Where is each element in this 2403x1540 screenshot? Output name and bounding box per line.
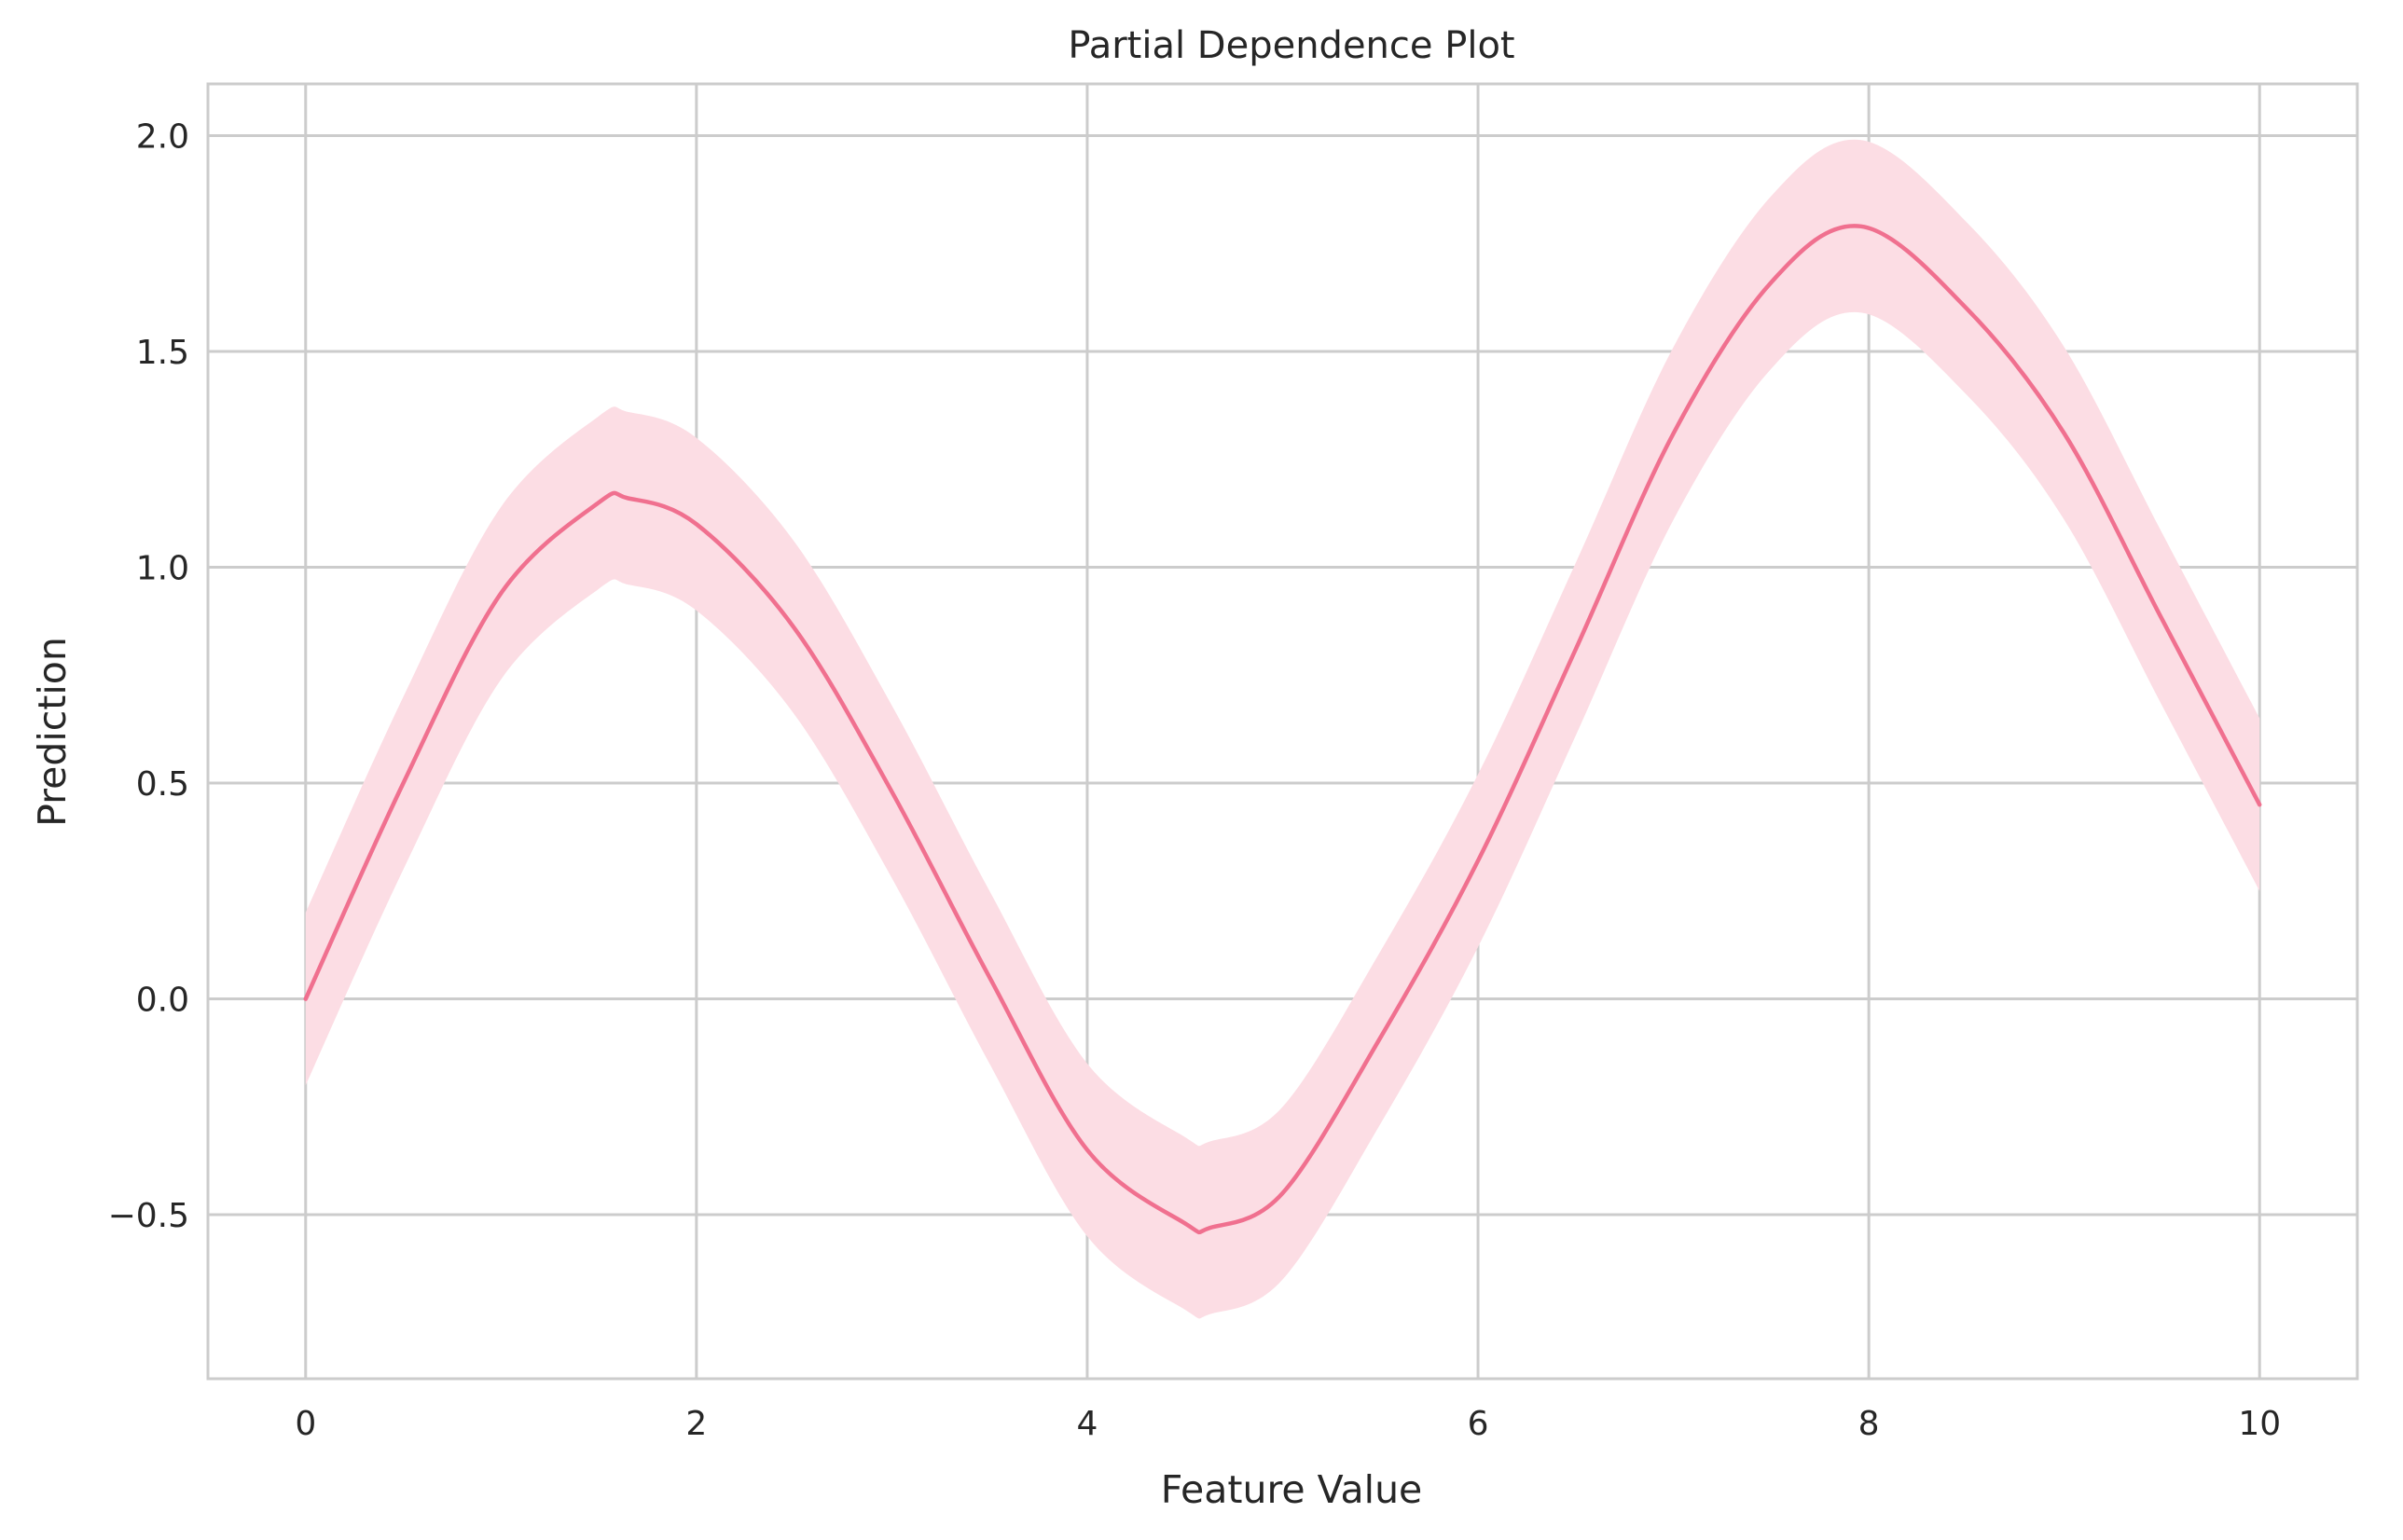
y-tick-label: 0.5 [136,765,189,804]
tick-label-layer: 0 2 4 6 8 10 −0.5 0.0 0.5 1.0 1.5 2.0 [108,118,2282,1443]
y-tick-label: 2.0 [136,118,189,157]
x-tick-label: 0 [295,1405,316,1443]
prediction-line [303,224,2262,1235]
y-tick-label: 1.5 [136,334,189,372]
x-tick-label: 4 [1077,1405,1098,1443]
series-line-layer [303,224,2262,1235]
x-tick-label: 6 [1468,1405,1489,1443]
plot-frame [206,82,2359,1381]
y-tick-label: −0.5 [108,1197,189,1235]
x-tick-label: 10 [2238,1405,2281,1443]
x-tick-label: 2 [685,1405,707,1443]
y-tick-label: 1.0 [136,550,189,588]
x-tick-label: 8 [1858,1405,1880,1443]
x-axis-label: Feature Value [1161,1467,1423,1512]
y-axis-label: Prediction [30,637,75,827]
y-tick-label: 0.0 [136,982,189,1020]
chart-title: Partial Dependence Plot [1068,24,1514,67]
